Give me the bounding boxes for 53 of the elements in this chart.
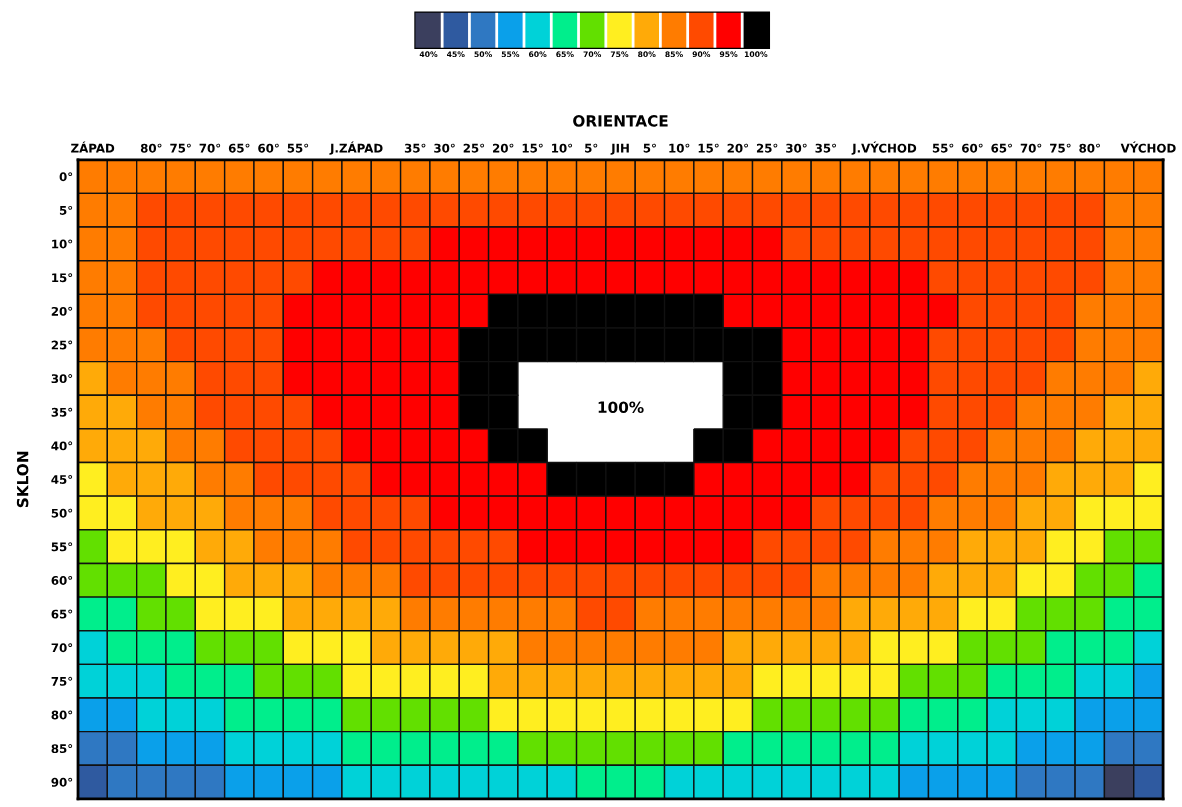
x-tick-label: 65°	[991, 143, 1012, 153]
x-tick-label: 35°	[815, 143, 836, 153]
x-tick-label: J.ZÁPAD	[329, 141, 383, 155]
x-tick-label: 55°	[287, 143, 309, 153]
y-tick-label: 0°	[59, 172, 73, 182]
x-tick-label: 55°	[932, 143, 954, 153]
y-axis-title: SKLON	[16, 451, 29, 508]
y-tick-label: 5°	[59, 205, 73, 215]
y-tick-label: 40°	[51, 441, 73, 451]
x-tick-label: 15°	[522, 143, 543, 153]
x-tick-label: 25°	[463, 143, 485, 153]
x-tick-label: 80°	[140, 143, 162, 153]
y-tick-label: 20°	[51, 306, 73, 316]
x-tick-label: 75°	[170, 143, 191, 153]
chart-title: ORIENTACE	[573, 115, 668, 127]
y-tick-label: 80°	[51, 710, 73, 720]
x-tick-label: 80°	[1079, 143, 1100, 153]
annotation: 100%	[598, 401, 644, 413]
x-tick-label: 70°	[1020, 143, 1042, 153]
x-tick-label: 60°	[258, 143, 279, 153]
y-tick-label: 50°	[51, 508, 73, 518]
y-tick-label: 65°	[51, 609, 73, 619]
y-tick-label: 60°	[51, 575, 73, 585]
x-tick-label: 35°	[404, 143, 426, 153]
x-tick-label: 5°	[585, 143, 598, 153]
x-tick-label: 75°	[1050, 143, 1071, 153]
x-tick-label: 65°	[228, 143, 250, 153]
x-tick-label: 30°	[434, 143, 455, 153]
x-tick-label: 15°	[698, 143, 719, 153]
y-tick-label: 85°	[51, 744, 73, 754]
y-tick-label: 25°	[51, 340, 73, 350]
y-tick-label: 10°	[52, 239, 73, 249]
x-tick-label: J.VÝCHOD	[851, 141, 917, 155]
x-tick-label: 20°	[727, 143, 748, 153]
x-tick-label: ZÁPAD	[71, 141, 115, 153]
x-tick-label: 30°	[786, 143, 807, 153]
y-tick-label: 35°	[51, 407, 73, 417]
y-tick-label: 75°	[51, 676, 73, 686]
y-tick-label: 15°	[52, 273, 73, 283]
x-tick-label: 10°	[669, 143, 690, 153]
y-tick-label: 90°	[51, 777, 73, 787]
x-tick-label: 10°	[552, 143, 573, 153]
y-tick-label: 45°	[51, 475, 73, 485]
y-tick-label: 70°	[51, 643, 73, 653]
x-tick-label: 20°	[493, 143, 514, 153]
x-tick-label: JIH	[610, 143, 629, 155]
x-tick-label: 70°	[199, 143, 221, 153]
y-tick-label: 55°	[51, 542, 73, 552]
x-tick-label: 5°	[643, 143, 656, 153]
y-tick-label: 30°	[51, 374, 73, 384]
x-tick-label: 60°	[962, 143, 983, 153]
x-tick-label: VÝCHOD	[1120, 141, 1176, 153]
x-tick-label: 25°	[756, 143, 778, 153]
